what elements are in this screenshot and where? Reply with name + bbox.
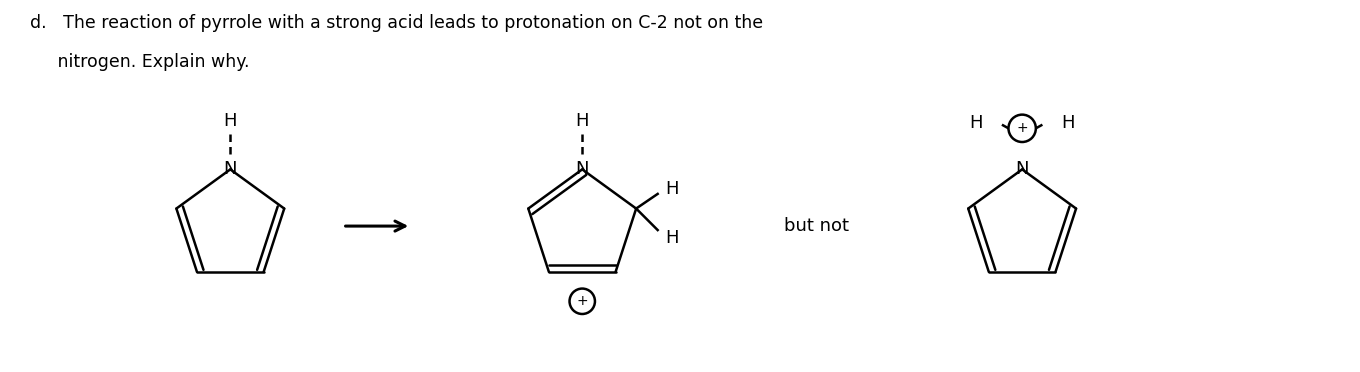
Text: N: N [1016, 160, 1030, 179]
Text: N: N [223, 160, 237, 179]
Text: H: H [970, 115, 983, 132]
Text: H: H [1061, 115, 1074, 132]
Text: H: H [665, 180, 679, 198]
Text: H: H [665, 229, 679, 247]
Text: but not: but not [785, 217, 850, 235]
Text: H: H [575, 112, 589, 129]
Text: +: + [1016, 121, 1028, 135]
Text: d.   The reaction of pyrrole with a strong acid leads to protonation on C-2 not : d. The reaction of pyrrole with a strong… [30, 14, 763, 32]
Text: nitrogen. Explain why.: nitrogen. Explain why. [30, 53, 249, 71]
Text: +: + [577, 294, 588, 308]
Text: N: N [575, 160, 589, 179]
Text: H: H [223, 112, 237, 129]
